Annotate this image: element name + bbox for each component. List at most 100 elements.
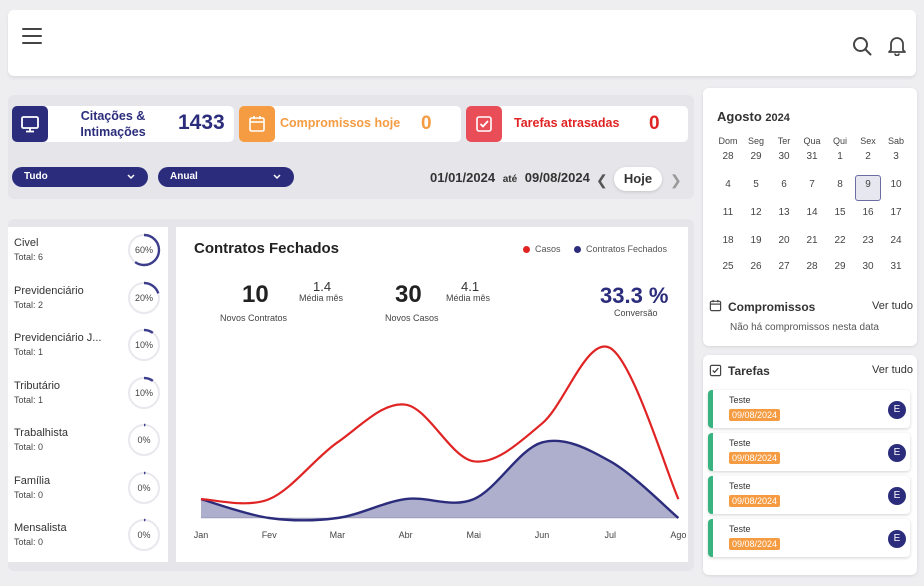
chevron-left-icon[interactable]: ❮	[596, 172, 608, 188]
ring-arc	[127, 376, 161, 410]
ring-arc	[127, 233, 161, 267]
calendar-day[interactable]: 5	[753, 179, 759, 190]
media-contratos-value: 1.4	[313, 279, 332, 294]
x-tick-label: Ago	[670, 530, 686, 540]
task-item[interactable]: Teste 09/08/2024 E	[708, 476, 910, 514]
novos-casos-label: Novos Casos	[385, 313, 439, 323]
category-item[interactable]: Tributário Total: 1	[14, 380, 164, 420]
calendar-day[interactable]: 26	[750, 261, 762, 272]
stat-compromissos-label: Compromissos hoje	[280, 116, 401, 130]
calendar-day[interactable]: 24	[890, 235, 902, 246]
calendar-day[interactable]: 6	[781, 179, 787, 190]
calendar-day[interactable]: 8	[837, 179, 843, 190]
calendar-day[interactable]: 27	[778, 261, 790, 272]
calendar-day[interactable]: 14	[806, 207, 818, 218]
calendar-day[interactable]: 16	[862, 207, 874, 218]
top-bar	[8, 10, 916, 76]
calendar-day[interactable]: 7	[809, 179, 815, 190]
calendar-day[interactable]: 15	[834, 207, 846, 218]
stat-citacoes[interactable]: Citações & Intimações 1433	[12, 106, 234, 142]
period-select[interactable]: Anual	[158, 167, 294, 187]
task-item[interactable]: Teste 09/08/2024 E	[708, 519, 910, 557]
calendar-day[interactable]: 22	[834, 235, 846, 246]
compromissos-title: Compromissos	[728, 300, 816, 314]
chevron-right-icon[interactable]: ❯	[670, 172, 682, 188]
category-progress-ring: 10%	[127, 376, 161, 410]
x-tick-label: Jun	[535, 530, 550, 540]
task-title: Teste	[729, 395, 751, 405]
task-date: 09/08/2024	[729, 452, 781, 464]
calendar-day[interactable]: 18	[722, 235, 734, 246]
calendar-day[interactable]: 1	[837, 151, 843, 162]
media-casos-value: 4.1	[461, 279, 480, 294]
calendar-day[interactable]: 29	[750, 151, 762, 162]
x-tick-label: Fev	[262, 530, 278, 540]
compromissos-ver-tudo-link[interactable]: Ver tudo	[872, 300, 913, 312]
category-progress-ring: 10%	[127, 328, 161, 362]
chevron-down-icon	[127, 174, 135, 180]
calendar-day[interactable]: 10	[890, 179, 902, 190]
calendar-month: Agosto	[717, 109, 762, 124]
conversao-value: 33.3 %	[600, 283, 669, 308]
calendar-day[interactable]: 28	[722, 151, 734, 162]
category-percent: 20%	[134, 293, 153, 303]
tarefas-ver-tudo-link[interactable]: Ver tudo	[872, 364, 913, 376]
task-title: Teste	[729, 438, 751, 448]
task-date: 09/08/2024	[729, 409, 781, 421]
menu-icon[interactable]	[22, 28, 42, 44]
calendar-day[interactable]: 23	[862, 235, 874, 246]
category-item[interactable]: Previdenciário J... Total: 1	[14, 332, 164, 372]
category-item[interactable]: Mensalista Total: 0	[14, 522, 164, 562]
stat-tarefas[interactable]: Tarefas atrasadas 0	[466, 106, 688, 142]
calendar-day[interactable]: 13	[778, 207, 790, 218]
legend-dot	[523, 246, 530, 253]
calendar-day[interactable]: 19	[750, 235, 762, 246]
today-button[interactable]: Hoje	[614, 167, 662, 191]
monitor-icon	[12, 106, 48, 142]
category-item[interactable]: Civel Total: 6	[14, 237, 164, 277]
compromissos-empty: Não há compromissos nesta data	[730, 322, 879, 333]
category-total: Total: 0	[14, 442, 44, 452]
calendar-day[interactable]: 4	[725, 179, 731, 190]
calendar-day[interactable]: 30	[862, 261, 874, 272]
calendar-title: Agosto 2024	[717, 109, 790, 124]
task-assignee-avatar: E	[888, 487, 906, 505]
x-tick-label: Jan	[194, 530, 209, 540]
calendar-day[interactable]: 17	[890, 207, 902, 218]
media-contratos-label: Média mês	[299, 293, 344, 303]
area-select[interactable]: Tudo	[12, 167, 148, 187]
legend-casos-label: Casos	[535, 244, 561, 254]
calendar-day[interactable]: 11	[722, 207, 734, 218]
stat-compromissos[interactable]: Compromissos hoje 0	[239, 106, 461, 142]
calendar-day[interactable]: 31	[806, 151, 818, 162]
calendar-day[interactable]: 28	[806, 261, 818, 272]
calendar-day[interactable]: 3	[893, 151, 899, 162]
task-item[interactable]: Teste 09/08/2024 E	[708, 390, 910, 428]
category-item[interactable]: Previdenciário Total: 2	[14, 285, 164, 325]
calendar-day[interactable]: 30	[778, 151, 790, 162]
legend-contratos-label: Contratos Fechados	[586, 244, 668, 254]
calendar-day[interactable]: 12	[750, 207, 762, 218]
category-total: Total: 1	[14, 395, 44, 405]
date-separator: até	[502, 174, 518, 185]
tarefas-title: Tarefas	[728, 364, 770, 378]
calendar-day[interactable]: 31	[890, 261, 902, 272]
checkbox-icon	[466, 106, 502, 142]
task-date: 09/08/2024	[729, 538, 781, 550]
category-item[interactable]: Família Total: 0	[14, 475, 164, 515]
ring-arc	[127, 281, 161, 315]
stat-tarefas-label: Tarefas atrasadas	[514, 116, 620, 130]
calendar-day[interactable]: 25	[722, 261, 734, 272]
bell-icon[interactable]	[886, 34, 908, 56]
calendar-day[interactable]: 21	[806, 235, 818, 246]
calendar-card	[703, 88, 917, 346]
category-total: Total: 6	[14, 252, 44, 262]
calendar-day[interactable]: 9	[865, 179, 871, 190]
search-icon[interactable]	[852, 36, 872, 56]
category-progress-ring: 20%	[127, 281, 161, 315]
calendar-day[interactable]: 20	[778, 235, 790, 246]
task-item[interactable]: Teste 09/08/2024 E	[708, 433, 910, 471]
calendar-day[interactable]: 29	[834, 261, 846, 272]
category-item[interactable]: Trabalhista Total: 0	[14, 427, 164, 467]
calendar-day[interactable]: 2	[865, 151, 871, 162]
